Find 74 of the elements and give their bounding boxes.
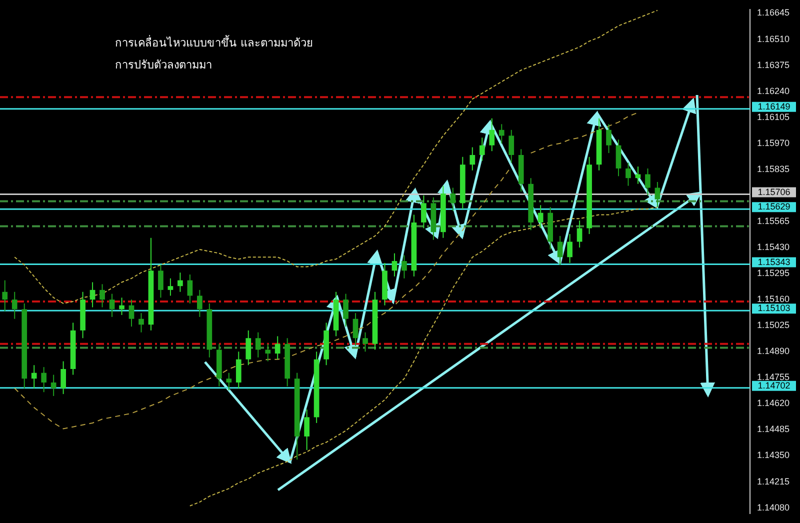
candlestick [41, 366, 47, 393]
ref-line-label: 1.15343 [758, 256, 790, 267]
y-tick-label: 1.14755 [757, 372, 790, 382]
y-tick-label: 1.14485 [757, 424, 790, 434]
candlestick [392, 252, 398, 277]
candlestick [538, 204, 544, 229]
y-tick-label: 1.16510 [757, 34, 790, 44]
y-tick-label: 1.15835 [757, 164, 790, 174]
y-tick-label: 1.15025 [757, 320, 790, 330]
candlestick [50, 374, 56, 396]
candlestick [606, 124, 612, 154]
candlestick [274, 336, 280, 360]
candlestick [265, 343, 271, 362]
y-tick-label: 1.14080 [757, 502, 790, 512]
candlestick [567, 234, 572, 264]
y-tick-label: 1.14350 [757, 450, 790, 460]
candlestick [508, 129, 514, 164]
candlestick [119, 297, 124, 316]
candlestick [158, 264, 164, 298]
candlestick [421, 194, 426, 229]
candlestick [226, 372, 232, 391]
annotation: การปรับตัวลงตามมา [115, 58, 212, 72]
y-tick-label: 1.15160 [757, 294, 790, 304]
ref-line-label: 1.16149 [758, 101, 790, 112]
y-tick-label: 1.16240 [757, 86, 790, 96]
annotation: การเคลื่อนไหวแบบขาขึ้น และตามมาด้วย [115, 34, 312, 50]
line-series [189, 206, 658, 506]
candlestick [489, 118, 495, 152]
y-tick-label: 1.15295 [757, 268, 790, 278]
candlestick [196, 289, 202, 318]
y-tick-label: 1.16375 [757, 60, 790, 70]
candlestick [450, 187, 456, 212]
candlestick [12, 291, 18, 320]
candlestick [128, 299, 134, 328]
candlestick [246, 330, 252, 366]
candlestick [626, 162, 631, 186]
candlestick [343, 293, 348, 328]
line-series [14, 10, 658, 304]
candlestick [2, 280, 8, 312]
candlestick [470, 146, 476, 171]
candlestick [557, 235, 563, 266]
y-tick-label: 1.15430 [757, 242, 790, 252]
ref-line-label: 1.15706 [758, 186, 790, 197]
y-tick-label: 1.16105 [757, 112, 790, 122]
y-tick-label: 1.15565 [757, 216, 790, 226]
y-tick-label: 1.14215 [757, 476, 790, 486]
candlestick [187, 274, 193, 304]
candlestick [138, 312, 144, 333]
candlestick [304, 408, 310, 450]
candlestick [60, 360, 66, 395]
candlestick [178, 272, 183, 292]
candlestick [654, 181, 660, 208]
candlestick [31, 364, 37, 389]
y-tick-label: 1.14890 [757, 346, 790, 356]
ref-line-label: 1.15103 [758, 303, 790, 314]
candlestick [168, 278, 174, 296]
candlestick [236, 351, 242, 389]
candlestick [352, 312, 358, 346]
candlestick [90, 282, 96, 308]
candlestick [645, 168, 650, 196]
y-tick-label: 1.15970 [757, 138, 790, 148]
candlestick [100, 284, 105, 308]
candlestick [109, 293, 115, 318]
candlestick [616, 139, 622, 177]
candlestick [498, 124, 504, 144]
candlestick [576, 220, 582, 248]
ref-line-label: 1.14702 [758, 380, 790, 390]
ref-line-label: 1.15629 [758, 202, 790, 212]
candlestick [362, 332, 368, 352]
y-tick-label: 1.16645 [757, 8, 790, 18]
candlestick [479, 137, 485, 162]
candlestick [402, 254, 407, 279]
y-tick-label: 1.14620 [757, 398, 790, 408]
candlestick [255, 332, 261, 358]
